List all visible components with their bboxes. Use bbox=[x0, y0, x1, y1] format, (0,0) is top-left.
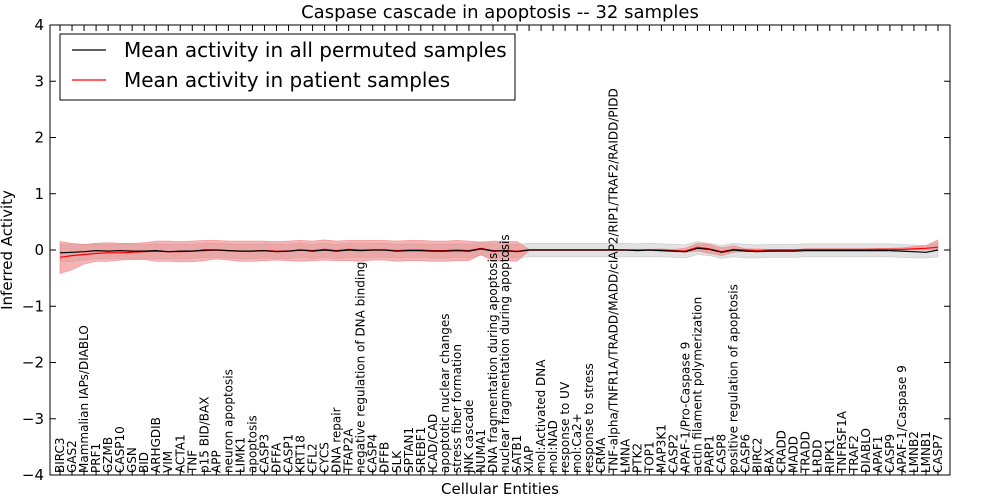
x-tick-label: stress fiber formation bbox=[450, 344, 464, 473]
x-tick-label: XIAP bbox=[522, 446, 536, 473]
x-tick-label: CRMA bbox=[594, 437, 608, 473]
band-series-1 bbox=[59, 239, 939, 275]
x-tick-label: TFAP2A bbox=[342, 428, 356, 474]
x-tick-label: MADD bbox=[787, 436, 801, 473]
x-tick-label: TNF bbox=[185, 450, 199, 474]
x-tick-label: APP bbox=[209, 450, 223, 473]
x-tick-label: DFFB bbox=[378, 442, 392, 473]
y-tick-label: −1 bbox=[22, 297, 44, 315]
x-tick-label: apoptosis bbox=[245, 415, 259, 473]
x-tick-label: CYCS bbox=[318, 442, 332, 473]
x-tick-label: TNF-alpha/TNFR1A/TRADD/MADD/cIAP2/RIP1/T… bbox=[606, 88, 620, 474]
x-tick-label: PTK2 bbox=[630, 443, 644, 473]
x-tick-label: CASP8 bbox=[715, 434, 729, 473]
x-tick-label: LMNA bbox=[618, 438, 632, 473]
x-tick-label: LRDD bbox=[811, 439, 825, 473]
x-tick-label: response to UV bbox=[558, 381, 572, 473]
x-tick-label: SPTAN1 bbox=[402, 427, 416, 473]
y-tick-label: 3 bbox=[34, 72, 44, 90]
x-tick-label: APAF1 bbox=[871, 436, 885, 473]
x-tick-label: DNA repair bbox=[330, 407, 344, 473]
x-tick-label: MAP3K1 bbox=[654, 424, 668, 473]
x-tick-label: LMNB2 bbox=[907, 431, 921, 473]
x-tick-label: TRADD bbox=[799, 431, 813, 474]
x-tick-label: DNA fragmentation during apoptosis bbox=[486, 253, 500, 473]
x-tick-label: CASP3 bbox=[258, 434, 272, 473]
y-axis-label: Inferred Activity bbox=[0, 190, 16, 310]
x-tick-label: BIRC3 bbox=[53, 437, 67, 473]
x-tick-label: LMNB1 bbox=[919, 431, 933, 473]
x-tick-label: apoptotic nuclear changes bbox=[438, 314, 452, 473]
legend-frame bbox=[59, 33, 516, 101]
x-tick-label: neuron apoptosis bbox=[221, 369, 235, 473]
x-tick-label: APAF-1/Caspase 9 bbox=[895, 365, 909, 473]
x-tick-label: BIRC2 bbox=[751, 437, 765, 473]
x-tick-label: ARHGDIB bbox=[149, 417, 163, 473]
x-tick-label: BAX bbox=[763, 448, 777, 473]
x-tick-label: DIABLO bbox=[859, 428, 873, 473]
x-tick-label: negative regulation of DNA binding bbox=[354, 262, 368, 473]
x-tick-label: actin filament polymerization bbox=[691, 297, 705, 473]
x-tick-label: KRT18 bbox=[294, 435, 308, 473]
x-tick-label: TNFRSF1A bbox=[835, 410, 849, 474]
x-tick-label: mol:Ca2+ bbox=[570, 413, 584, 473]
x-tick-label: p15 BID/BAX bbox=[197, 397, 211, 473]
y-tick-label: 0 bbox=[34, 241, 44, 259]
x-tick-label: mol:Activated DNA bbox=[534, 359, 548, 473]
x-tick-label: CASP7 bbox=[931, 434, 945, 473]
series-lines bbox=[59, 246, 939, 258]
chart-title: Caspase cascade in apoptosis -- 32 sampl… bbox=[301, 2, 699, 23]
x-tick-label: SLK bbox=[390, 450, 404, 473]
legend-label-patient: Mean activity in patient samples bbox=[124, 68, 450, 92]
y-axis: −4 −3 −2 −1 0 1 2 3 4 bbox=[22, 16, 950, 484]
x-tick-label: CASP10 bbox=[113, 426, 127, 473]
x-tick-label: PRF1 bbox=[89, 443, 103, 473]
x-tick-label: TOP1 bbox=[642, 441, 656, 474]
x-tick-label: GAS2 bbox=[65, 440, 79, 473]
x-tick-label: CASP6 bbox=[739, 434, 753, 473]
legend: Mean activity in all permuted samples Me… bbox=[59, 33, 516, 101]
x-tick-label: NUMA1 bbox=[474, 429, 488, 473]
x-tick-label: APAF-1/Pro-Caspase 9 bbox=[678, 342, 692, 473]
x-tick-label: DFFA bbox=[270, 442, 284, 473]
line-series-0 bbox=[59, 247, 939, 254]
x-tick-label: Mammalian IAPs/DIABLO bbox=[77, 325, 91, 473]
y-tick-label: −4 bbox=[22, 466, 44, 484]
x-tick-label: BID bbox=[137, 452, 151, 473]
x-tick-label: response to stress bbox=[582, 363, 596, 473]
y-tick-label: 1 bbox=[34, 185, 44, 203]
x-tick-label: SATB1 bbox=[510, 435, 524, 473]
x-tick-label: nuclear fragmentation during apoptosis bbox=[498, 234, 512, 473]
x-tick-label: CASP9 bbox=[883, 434, 897, 473]
x-tick-label: CASP1 bbox=[282, 434, 296, 473]
x-tick-label: GZMB bbox=[101, 437, 115, 473]
x-tick-label: ICAD/CAD bbox=[426, 414, 440, 473]
legend-label-permuted: Mean activity in all permuted samples bbox=[124, 38, 507, 62]
x-tick-label: PARP1 bbox=[703, 435, 717, 473]
x-tick-label: VIM bbox=[161, 451, 175, 473]
x-tick-label: TRAF2 bbox=[847, 435, 861, 474]
x-tick-label: CFL2 bbox=[306, 443, 320, 473]
x-tick-label: RIPK1 bbox=[823, 438, 837, 473]
x-tick-label: SREBF1 bbox=[414, 427, 428, 473]
x-tick-label: JNK cascade bbox=[462, 400, 476, 474]
y-tick-label: 2 bbox=[34, 129, 44, 147]
x-tick-label: CASP4 bbox=[366, 434, 380, 473]
y-tick-label: −2 bbox=[22, 354, 44, 372]
x-axis-label: Cellular Entities bbox=[441, 480, 559, 498]
x-tick-label: GSN bbox=[125, 447, 139, 473]
x-tick-label: mol:NAD bbox=[546, 420, 560, 473]
x-tick-label: positive regulation of apoptosis bbox=[727, 284, 741, 473]
y-tick-label: −3 bbox=[22, 410, 44, 428]
x-tick-label: CASP2 bbox=[666, 434, 680, 473]
y-tick-label: 4 bbox=[34, 16, 44, 34]
x-tick-label: CRADD bbox=[775, 430, 789, 473]
x-tick-label: LIMK1 bbox=[233, 437, 247, 473]
x-tick-label: ACTA1 bbox=[173, 434, 187, 473]
